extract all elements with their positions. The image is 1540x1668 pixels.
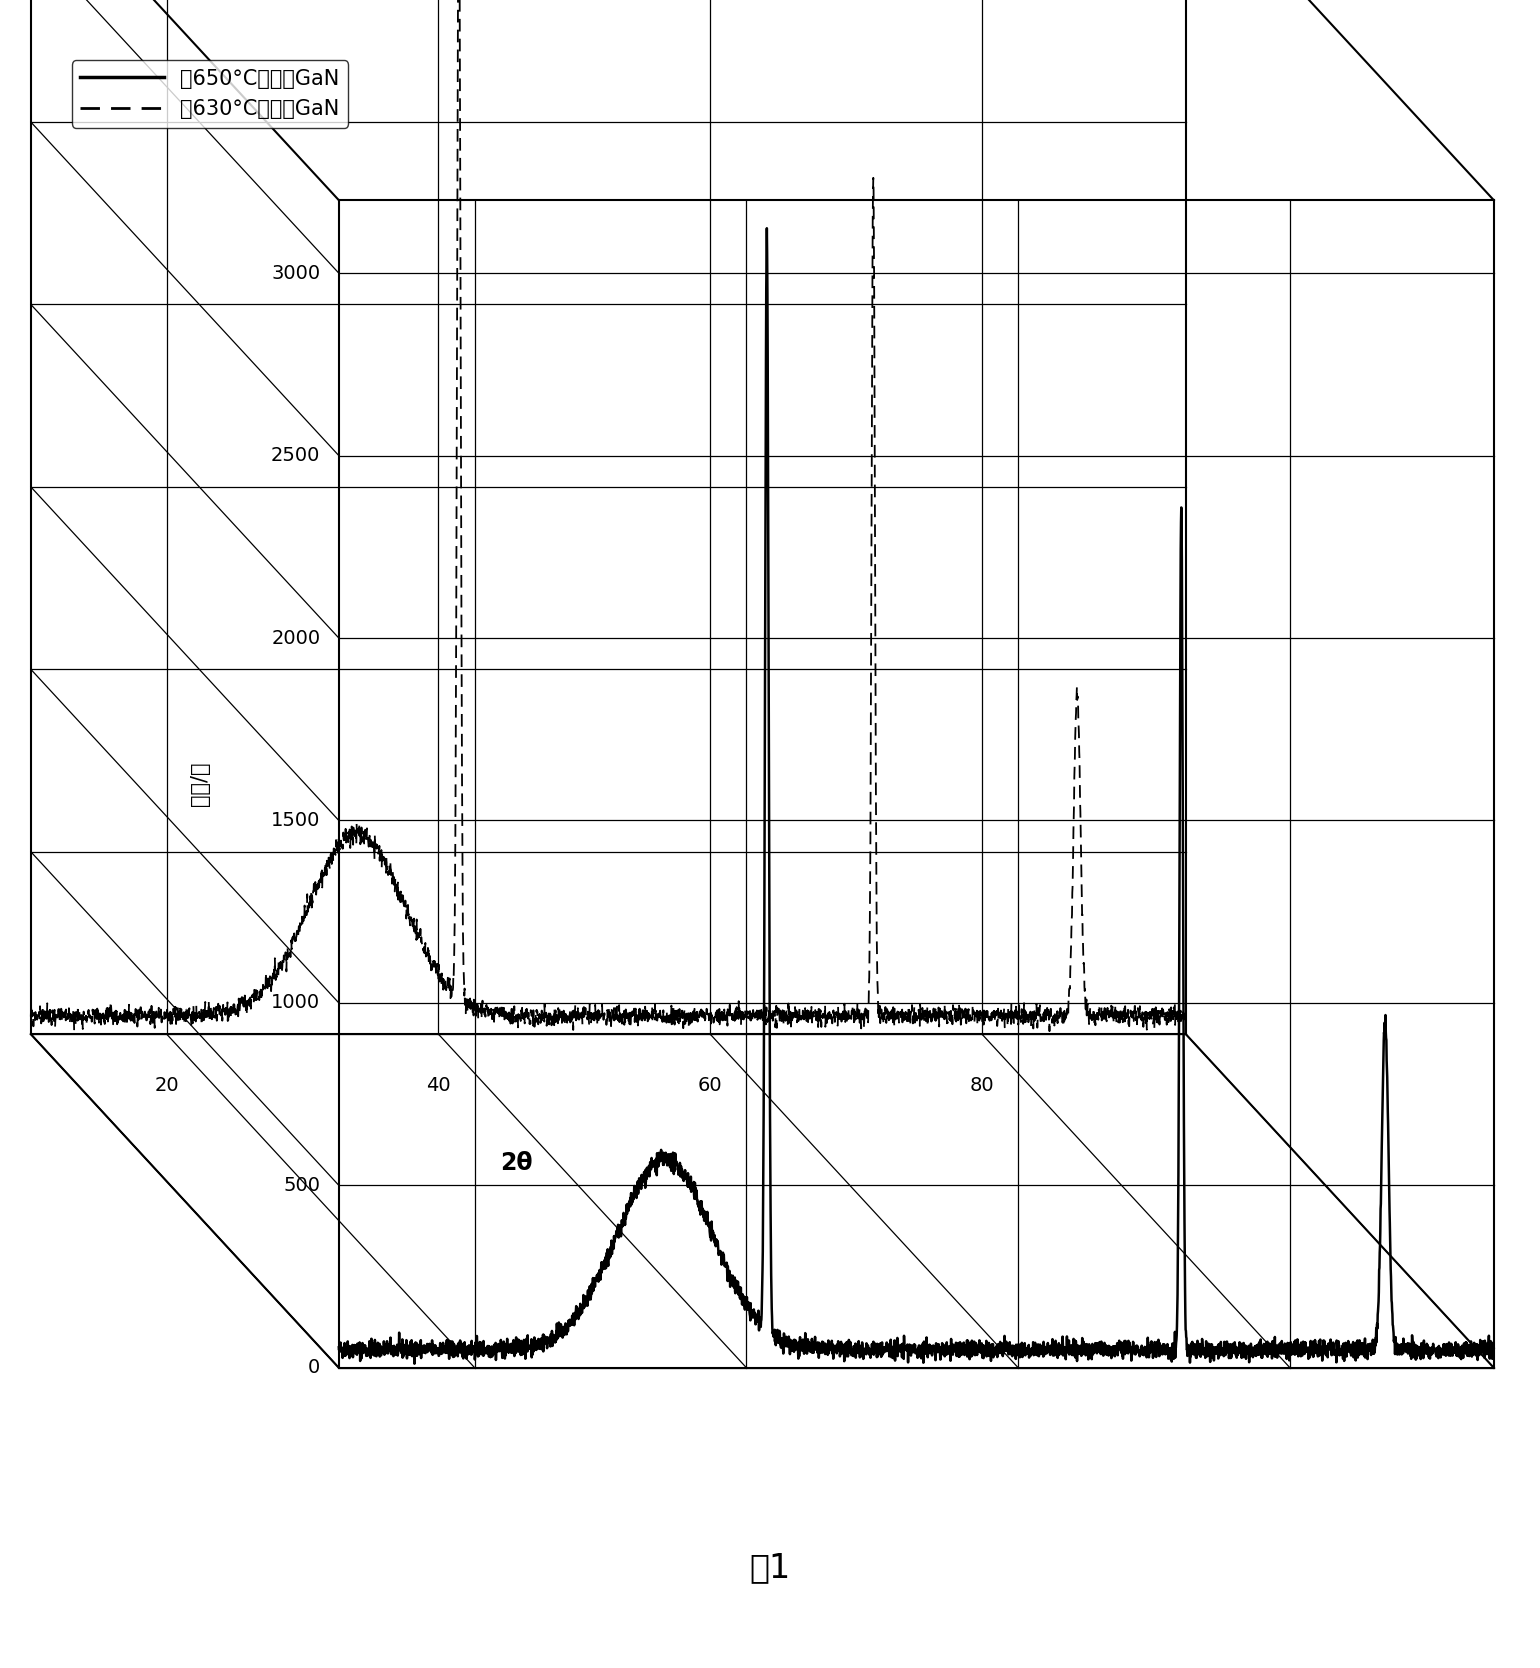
Text: 20: 20 <box>154 1076 179 1094</box>
Text: 2500: 2500 <box>271 445 320 465</box>
Text: 图1: 图1 <box>750 1551 790 1585</box>
Text: 2000: 2000 <box>271 629 320 647</box>
Text: 3000: 3000 <box>271 264 320 282</box>
Text: 1000: 1000 <box>271 994 320 1012</box>
Text: 0: 0 <box>308 1358 320 1378</box>
Text: 个数/秒: 个数/秒 <box>191 762 209 806</box>
Text: 40: 40 <box>427 1076 451 1094</box>
Text: 2θ: 2θ <box>499 1151 533 1174</box>
Text: 60: 60 <box>698 1076 722 1094</box>
Text: 80: 80 <box>970 1076 995 1094</box>
Legend: 在650°C生长的GaN, 在630°C生长的GaN: 在650°C生长的GaN, 在630°C生长的GaN <box>72 60 348 127</box>
Text: 1500: 1500 <box>271 811 320 831</box>
Text: 500: 500 <box>283 1176 320 1194</box>
